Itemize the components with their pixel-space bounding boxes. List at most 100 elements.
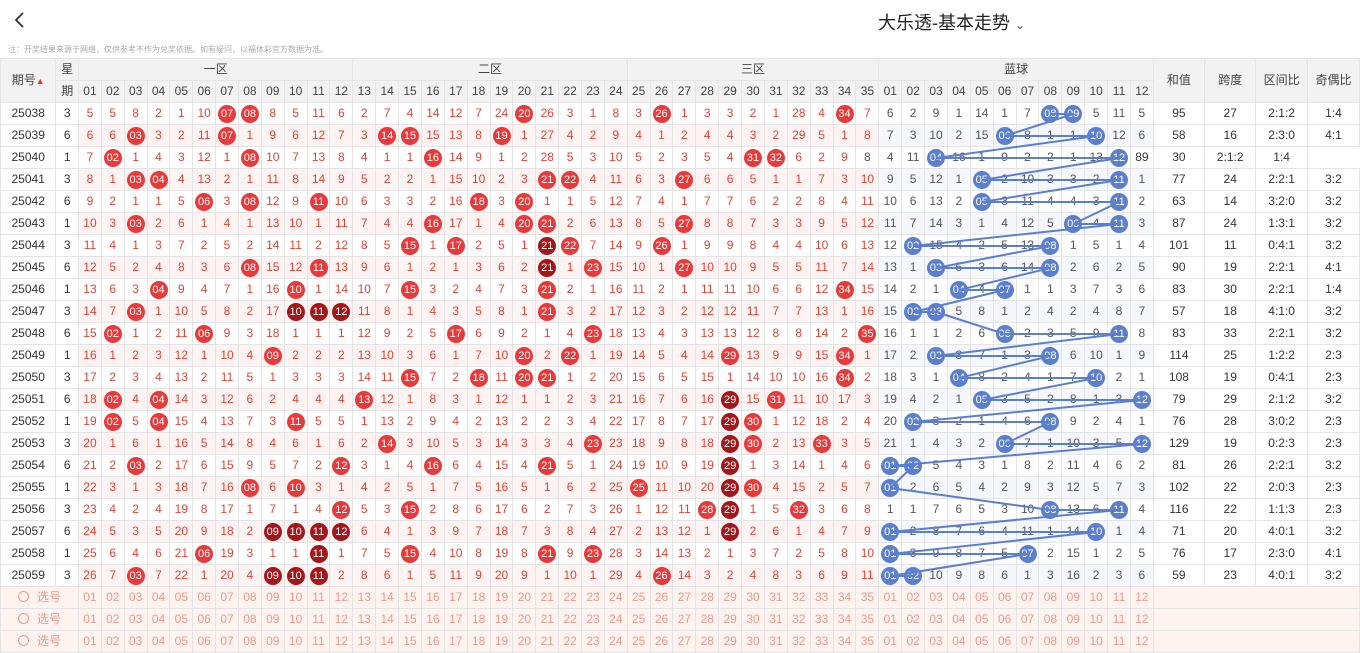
pick-red-number[interactable]: 34 — [832, 630, 857, 653]
pick-blue-number[interactable]: 09 — [1061, 608, 1086, 631]
pick-red-number[interactable]: 12 — [329, 586, 354, 609]
pick-red-number[interactable]: 29 — [718, 586, 743, 609]
pick-red-number[interactable]: 13 — [352, 586, 377, 609]
radio-circle-icon[interactable] — [18, 591, 30, 602]
pick-blue-number[interactable]: 05 — [969, 630, 994, 653]
pick-red-number[interactable]: 18 — [466, 630, 491, 653]
pick-red-number[interactable]: 24 — [603, 630, 628, 653]
pick-red-number[interactable]: 17 — [443, 630, 468, 653]
pick-red-number[interactable]: 14 — [375, 608, 400, 631]
pick-blue-number[interactable]: 03 — [924, 608, 948, 631]
pick-red-number[interactable]: 02 — [100, 608, 125, 631]
sort-icon[interactable]: ▲ — [35, 75, 45, 86]
pick-red-number[interactable]: 19 — [489, 630, 514, 653]
pick-red-number[interactable]: 19 — [489, 586, 514, 609]
pick-red-number[interactable]: 16 — [420, 608, 445, 631]
pick-blue-number[interactable]: 07 — [1015, 608, 1040, 631]
pick-red-number[interactable]: 23 — [581, 608, 605, 631]
pick-red-number[interactable]: 30 — [741, 586, 765, 609]
pick-red-number[interactable]: 10 — [283, 630, 308, 653]
pick-blue-number[interactable]: 04 — [946, 608, 971, 631]
pick-red-number[interactable]: 28 — [695, 630, 720, 653]
pick-red-number[interactable]: 11 — [306, 608, 331, 631]
pick-red-number[interactable]: 26 — [649, 586, 674, 609]
pick-blue-number[interactable]: 06 — [992, 586, 1017, 609]
pick-red-number[interactable]: 21 — [535, 630, 560, 653]
pick-red-number[interactable]: 17 — [443, 586, 468, 609]
pick-red-number[interactable]: 14 — [375, 630, 400, 653]
pick-blue-number[interactable]: 11 — [1107, 608, 1131, 631]
pick-red-number[interactable]: 02 — [100, 586, 125, 609]
pick-red-number[interactable]: 32 — [786, 630, 811, 653]
pick-blue-number[interactable]: 10 — [1084, 586, 1109, 609]
pick-red-number[interactable]: 07 — [215, 608, 239, 631]
pick-red-number[interactable]: 03 — [123, 630, 148, 653]
pick-red-number[interactable]: 25 — [626, 586, 651, 609]
pick-blue-number[interactable]: 02 — [901, 630, 926, 653]
pick-blue-number[interactable]: 08 — [1038, 608, 1063, 631]
pick-blue-number[interactable]: 02 — [901, 608, 926, 631]
pick-red-number[interactable]: 08 — [237, 608, 262, 631]
pick-blue-number[interactable]: 12 — [1129, 630, 1154, 653]
pick-red-number[interactable]: 35 — [855, 608, 880, 631]
pick-red-number[interactable]: 01 — [78, 608, 102, 631]
pick-red-number[interactable]: 19 — [489, 608, 514, 631]
pick-red-number[interactable]: 34 — [832, 608, 857, 631]
pick-red-number[interactable]: 26 — [649, 608, 674, 631]
pick-blue-number[interactable]: 03 — [924, 586, 948, 609]
pick-blue-number[interactable]: 05 — [969, 608, 994, 631]
pick-red-number[interactable]: 23 — [581, 586, 605, 609]
select-toggle[interactable]: 选号 — [0, 608, 80, 631]
pick-red-number[interactable]: 28 — [695, 586, 720, 609]
pick-red-number[interactable]: 33 — [809, 608, 834, 631]
pick-red-number[interactable]: 26 — [649, 630, 674, 653]
pick-blue-number[interactable]: 01 — [878, 608, 903, 631]
pick-red-number[interactable]: 07 — [215, 586, 239, 609]
pick-blue-number[interactable]: 10 — [1084, 630, 1109, 653]
pick-blue-number[interactable]: 11 — [1107, 586, 1131, 609]
pick-red-number[interactable]: 05 — [169, 608, 194, 631]
pick-red-number[interactable]: 25 — [626, 630, 651, 653]
pick-red-number[interactable]: 27 — [672, 630, 697, 653]
pick-red-number[interactable]: 03 — [123, 586, 148, 609]
pick-red-number[interactable]: 06 — [192, 630, 217, 653]
pick-blue-number[interactable]: 11 — [1107, 630, 1131, 653]
pick-blue-number[interactable]: 04 — [946, 586, 971, 609]
pick-red-number[interactable]: 16 — [420, 630, 445, 653]
pick-blue-number[interactable]: 01 — [878, 586, 903, 609]
select-toggle[interactable]: 选号 — [0, 630, 80, 653]
pick-red-number[interactable]: 12 — [329, 630, 354, 653]
pick-red-number[interactable]: 24 — [603, 608, 628, 631]
pick-red-number[interactable]: 31 — [763, 586, 788, 609]
pick-red-number[interactable]: 35 — [855, 586, 880, 609]
pick-red-number[interactable]: 30 — [741, 630, 765, 653]
pick-red-number[interactable]: 10 — [283, 586, 308, 609]
pick-red-number[interactable]: 34 — [832, 586, 857, 609]
pick-red-number[interactable]: 22 — [558, 630, 583, 653]
pick-red-number[interactable]: 17 — [443, 608, 468, 631]
pick-red-number[interactable]: 30 — [741, 608, 765, 631]
pick-red-number[interactable]: 06 — [192, 608, 217, 631]
pick-red-number[interactable]: 01 — [78, 630, 102, 653]
pick-red-number[interactable]: 22 — [558, 586, 583, 609]
pick-red-number[interactable]: 20 — [512, 630, 537, 653]
pick-red-number[interactable]: 15 — [398, 630, 422, 653]
pick-blue-number[interactable]: 08 — [1038, 586, 1063, 609]
pick-blue-number[interactable]: 02 — [901, 586, 926, 609]
pick-red-number[interactable]: 11 — [306, 630, 331, 653]
pick-blue-number[interactable]: 10 — [1084, 608, 1109, 631]
pick-red-number[interactable]: 09 — [260, 608, 285, 631]
pick-red-number[interactable]: 31 — [763, 608, 788, 631]
pick-blue-number[interactable]: 06 — [992, 608, 1017, 631]
pick-red-number[interactable]: 01 — [78, 586, 102, 609]
radio-circle-icon[interactable] — [18, 635, 30, 646]
pick-blue-number[interactable]: 08 — [1038, 630, 1063, 653]
pick-blue-number[interactable]: 01 — [878, 630, 903, 653]
pick-red-number[interactable]: 11 — [306, 586, 331, 609]
pick-red-number[interactable]: 15 — [398, 586, 422, 609]
pick-red-number[interactable]: 32 — [786, 608, 811, 631]
pick-blue-number[interactable]: 12 — [1129, 608, 1154, 631]
pick-blue-number[interactable]: 03 — [924, 630, 948, 653]
pick-red-number[interactable]: 20 — [512, 608, 537, 631]
pick-blue-number[interactable]: 09 — [1061, 630, 1086, 653]
